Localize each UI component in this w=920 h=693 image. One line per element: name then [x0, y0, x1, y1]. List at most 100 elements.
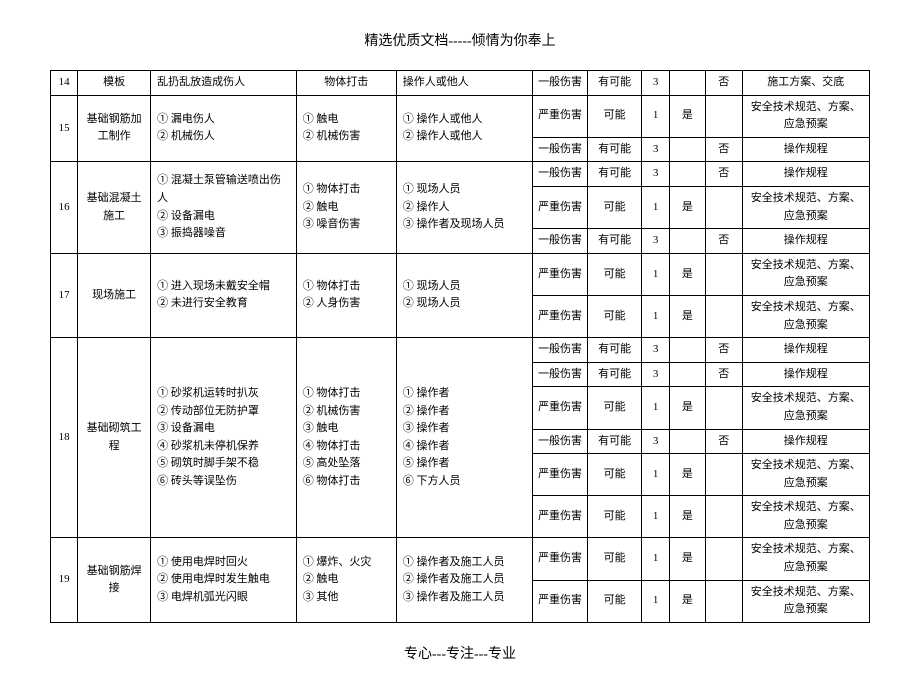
cell-prob: 有可能: [587, 229, 642, 254]
cell-lvl: 3: [642, 429, 669, 454]
cell-lvl: 1: [642, 186, 669, 228]
cell-prob: 有可能: [587, 338, 642, 363]
cell-prob: 可能: [587, 186, 642, 228]
cell-lvl: 1: [642, 387, 669, 429]
cell-major: [669, 229, 705, 254]
cell-lvl: 3: [642, 137, 669, 162]
cell-sev: 严重伤害: [533, 454, 588, 496]
cell-cause: ① 漏电伤人② 机械伤人: [151, 95, 297, 162]
cell-major: 是: [669, 95, 705, 137]
table-row: 15 基础钢筋加工制作 ① 漏电伤人② 机械伤人 ① 触电② 机械伤害 ① 操作…: [51, 95, 870, 137]
cell-prob: 可能: [587, 580, 642, 622]
cell-target: ① 操作者及施工人员② 操作者及施工人员③ 操作者及施工人员: [396, 538, 533, 622]
cell-blank: [706, 538, 742, 580]
cell-sev: 严重伤害: [533, 295, 588, 337]
cell-blank: [706, 496, 742, 538]
table-row: 16 基础混凝土施工 ① 混凝土泵管输送喷出伤人② 设备漏电③ 振捣器噪音 ① …: [51, 162, 870, 187]
cell-sev: 严重伤害: [533, 186, 588, 228]
cell-sev: 一般伤害: [533, 162, 588, 187]
cell-lvl: 3: [642, 229, 669, 254]
cell-type: ① 物体打击② 机械伤害③ 触电④ 物体打击⑤ 高处坠落⑥ 物体打击: [296, 338, 396, 538]
cell-type: ① 爆炸、火灾② 触电③ 其他: [296, 538, 396, 622]
cell-prob: 可能: [587, 538, 642, 580]
cell-sev: 严重伤害: [533, 387, 588, 429]
cell-blank: [706, 253, 742, 295]
cell-prob: 可能: [587, 295, 642, 337]
cell-proc: 基础砌筑工程: [78, 338, 151, 538]
cell-blank: 否: [706, 137, 742, 162]
cell-prob: 可能: [587, 253, 642, 295]
cell-lvl: 1: [642, 496, 669, 538]
table-row: 19 基础钢筋焊接 ① 使用电焊时回火② 使用电焊时发生触电③ 电焊机弧光闪眼 …: [51, 538, 870, 580]
cell-prob: 可能: [587, 95, 642, 137]
cell-proc: 基础混凝土施工: [78, 162, 151, 253]
cell-sev: 严重伤害: [533, 580, 588, 622]
cell-proc: 基础钢筋焊接: [78, 538, 151, 622]
cell-sev: 严重伤害: [533, 253, 588, 295]
table-row: 14 模板 乱扔乱放造成伤人 物体打击 操作人或他人 一般伤害 有可能 3 否 …: [51, 71, 870, 96]
cell-lvl: 1: [642, 253, 669, 295]
cell-major: 是: [669, 454, 705, 496]
cell-major: 是: [669, 186, 705, 228]
cell-prob: 有可能: [587, 362, 642, 387]
cell-measure: 操作规程: [742, 229, 870, 254]
cell-sev: 一般伤害: [533, 71, 588, 96]
cell-measure: 安全技术规范、方案、应急预案: [742, 95, 870, 137]
cell-lvl: 1: [642, 454, 669, 496]
cell-sev: 严重伤害: [533, 95, 588, 137]
cell-proc: 基础钢筋加工制作: [78, 95, 151, 162]
cell-major: [669, 71, 705, 96]
cell-cause: ① 使用电焊时回火② 使用电焊时发生触电③ 电焊机弧光闪眼: [151, 538, 297, 622]
cell-target: ① 操作者② 操作者③ 操作者④ 操作者⑤ 操作者⑥ 下方人员: [396, 338, 533, 538]
cell-sev: 严重伤害: [533, 496, 588, 538]
cell-target: ① 现场人员② 操作人③ 操作者及现场人员: [396, 162, 533, 253]
cell-prob: 有可能: [587, 71, 642, 96]
cell-measure: 操作规程: [742, 429, 870, 454]
cell-lvl: 1: [642, 95, 669, 137]
cell-major: [669, 362, 705, 387]
cell-major: 是: [669, 387, 705, 429]
table-row: 17 现场施工 ① 进入现场未戴安全帽② 未进行安全教育 ① 物体打击② 人身伤…: [51, 253, 870, 295]
cell-lvl: 3: [642, 162, 669, 187]
cell-sev: 一般伤害: [533, 338, 588, 363]
cell-major: 是: [669, 253, 705, 295]
cell-measure: 操作规程: [742, 137, 870, 162]
cell-major: [669, 338, 705, 363]
cell-cause: ① 混凝土泵管输送喷出伤人② 设备漏电③ 振捣器噪音: [151, 162, 297, 253]
cell-sev: 一般伤害: [533, 137, 588, 162]
cell-prob: 可能: [587, 454, 642, 496]
cell-blank: [706, 186, 742, 228]
cell-lvl: 3: [642, 362, 669, 387]
cell-measure: 施工方案、交底: [742, 71, 870, 96]
cell-idx: 18: [51, 338, 78, 538]
cell-measure: 操作规程: [742, 338, 870, 363]
cell-measure: 操作规程: [742, 362, 870, 387]
page-header: 精选优质文档-----倾情为你奉上: [50, 30, 870, 50]
cell-blank: 否: [706, 362, 742, 387]
cell-prob: 有可能: [587, 162, 642, 187]
cell-cause: ① 进入现场未戴安全帽② 未进行安全教育: [151, 253, 297, 337]
cell-blank: 否: [706, 71, 742, 96]
cell-idx: 16: [51, 162, 78, 253]
cell-proc: 现场施工: [78, 253, 151, 337]
table-row: 18 基础砌筑工程 ① 砂浆机运转时扒灰② 传动部位无防护罩③ 设备漏电④ 砂浆…: [51, 338, 870, 363]
cell-idx: 17: [51, 253, 78, 337]
cell-type: ① 触电② 机械伤害: [296, 95, 396, 162]
cell-major: 是: [669, 496, 705, 538]
cell-measure: 安全技术规范、方案、应急预案: [742, 253, 870, 295]
cell-idx: 19: [51, 538, 78, 622]
cell-blank: [706, 95, 742, 137]
cell-lvl: 1: [642, 580, 669, 622]
cell-blank: [706, 580, 742, 622]
cell-type: ① 物体打击② 人身伤害: [296, 253, 396, 337]
cell-lvl: 3: [642, 338, 669, 363]
cell-idx: 15: [51, 95, 78, 162]
cell-target: 操作人或他人: [396, 71, 533, 96]
cell-prob: 可能: [587, 496, 642, 538]
cell-cause: ① 砂浆机运转时扒灰② 传动部位无防护罩③ 设备漏电④ 砂浆机未停机保养⑤ 砌筑…: [151, 338, 297, 538]
cell-prob: 有可能: [587, 137, 642, 162]
cell-major: 是: [669, 580, 705, 622]
cell-type: 物体打击: [296, 71, 396, 96]
hazard-table: 14 模板 乱扔乱放造成伤人 物体打击 操作人或他人 一般伤害 有可能 3 否 …: [50, 70, 870, 623]
cell-measure: 安全技术规范、方案、应急预案: [742, 295, 870, 337]
